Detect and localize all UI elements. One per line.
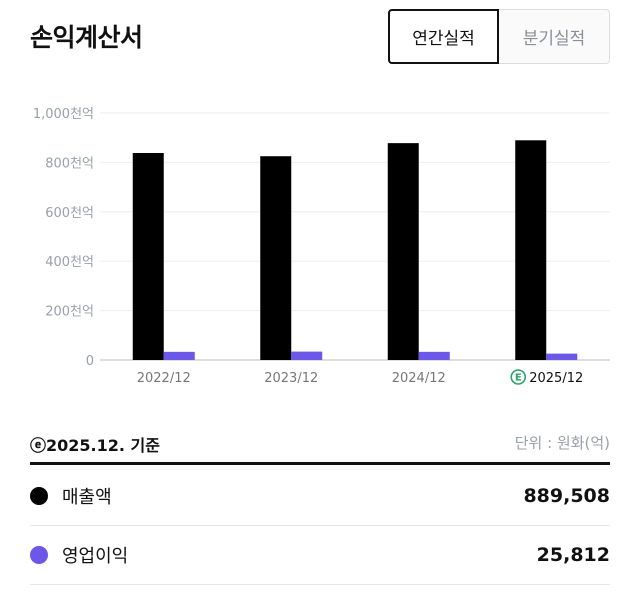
- operating-profit-bar: [418, 351, 450, 360]
- revenue-bar: [387, 143, 419, 360]
- period-tabs: 연간실적 분기실적: [388, 9, 610, 64]
- revenue-bar: [132, 153, 164, 360]
- operating-profit-value: 25,812: [536, 544, 610, 566]
- x-tick-label: 2022/12: [137, 371, 191, 386]
- y-tick-label: 1,000천억: [33, 107, 94, 122]
- operating-profit-bar: [291, 351, 323, 360]
- operating-profit-bar: [546, 353, 578, 360]
- unit-label: 단위 : 원화(억): [514, 434, 610, 452]
- estimate-icon: E: [510, 369, 527, 385]
- summary-divider: [30, 462, 610, 465]
- revenue-value: 889,508: [523, 485, 610, 507]
- page-title: 손익계산서: [30, 23, 143, 52]
- x-tick-label: 2023/12: [264, 371, 318, 386]
- y-tick-label: 600천억: [45, 206, 94, 221]
- x-tick-label: 2024/12: [392, 371, 446, 386]
- row-divider: [30, 525, 610, 526]
- summary-row-revenue: 매출액 889,508: [30, 467, 610, 525]
- svg-text:E: E: [515, 373, 522, 384]
- operating-profit-label: 영업이익: [62, 546, 129, 567]
- revenue-label: 매출액: [62, 487, 112, 508]
- x-tick-label: 2025/12: [529, 371, 583, 386]
- row-divider: [30, 584, 610, 585]
- income-bar-chart: 0 200천억 400천억 600천억 800천억 1,000천억 2022/12 2023/…: [33, 107, 610, 386]
- revenue-legend-dot: [30, 487, 48, 505]
- y-tick-label: 800천억: [45, 156, 94, 171]
- y-tick-label: 0: [86, 354, 94, 369]
- tab-annual[interactable]: 연간실적: [388, 9, 499, 64]
- tab-quarterly[interactable]: 분기실적: [499, 9, 610, 64]
- y-tick-label: 200천억: [45, 305, 94, 320]
- revenue-bar: [260, 156, 292, 360]
- revenue-bar: [515, 140, 547, 360]
- summary-row-operating-profit: 영업이익 25,812: [30, 526, 610, 584]
- operating-profit-legend-dot: [30, 546, 48, 564]
- y-tick-label: 400천억: [45, 255, 94, 270]
- basis-date: ⓔ2025.12. 기준: [30, 436, 160, 455]
- operating-profit-bar: [163, 351, 195, 360]
